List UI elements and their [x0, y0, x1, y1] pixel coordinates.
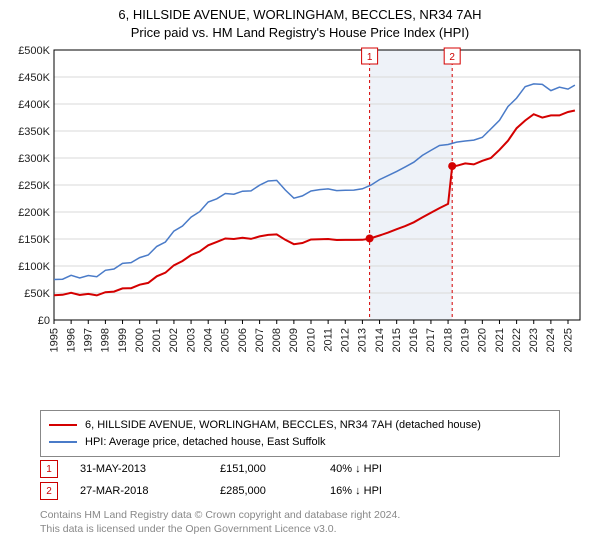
svg-text:2016: 2016 — [408, 328, 420, 352]
footer-line: Contains HM Land Registry data © Crown c… — [40, 508, 400, 522]
svg-text:1999: 1999 — [117, 328, 129, 352]
title-line-2: Price paid vs. HM Land Registry's House … — [0, 24, 600, 42]
legend-item: 6, HILLSIDE AVENUE, WORLINGHAM, BECCLES,… — [49, 417, 551, 434]
svg-text:£500K: £500K — [18, 45, 50, 57]
svg-text:2024: 2024 — [545, 328, 557, 352]
svg-text:2002: 2002 — [168, 328, 180, 352]
chart-area: £0 £50K £100K £150K £200K £250K £300K £350K £400… — [12, 44, 588, 374]
sale-date: 31-MAY-2013 — [80, 463, 220, 475]
svg-text:2013: 2013 — [357, 328, 369, 352]
sale-index-badge: 2 — [40, 482, 58, 500]
svg-text:2020: 2020 — [477, 328, 489, 352]
svg-text:2023: 2023 — [528, 328, 540, 352]
svg-text:2014: 2014 — [374, 328, 386, 352]
title-line-1: 6, HILLSIDE AVENUE, WORLINGHAM, BECCLES,… — [0, 6, 600, 24]
footer-attribution: Contains HM Land Registry data © Crown c… — [40, 508, 400, 536]
svg-text:1997: 1997 — [83, 328, 95, 352]
svg-text:£200K: £200K — [18, 207, 50, 219]
svg-text:2022: 2022 — [511, 328, 523, 352]
table-row: 2 27-MAR-2018 £285,000 16% ↓ HPI — [40, 480, 430, 502]
svg-text:2012: 2012 — [340, 328, 352, 352]
svg-text:2005: 2005 — [220, 328, 232, 352]
svg-text:£150K: £150K — [18, 234, 50, 246]
svg-text:2015: 2015 — [391, 328, 403, 352]
svg-text:2017: 2017 — [425, 328, 437, 352]
svg-text:£250K: £250K — [18, 180, 50, 192]
chart-title-block: 6, HILLSIDE AVENUE, WORLINGHAM, BECCLES,… — [0, 0, 600, 41]
sale-index-badge: 1 — [40, 460, 58, 478]
svg-text:1995: 1995 — [48, 328, 60, 352]
svg-text:2000: 2000 — [134, 328, 146, 352]
svg-text:£450K: £450K — [18, 72, 50, 84]
svg-text:2008: 2008 — [271, 328, 283, 352]
svg-text:2003: 2003 — [185, 328, 197, 352]
svg-text:£100K: £100K — [18, 261, 50, 273]
svg-text:2010: 2010 — [305, 328, 317, 352]
table-row: 1 31-MAY-2013 £151,000 40% ↓ HPI — [40, 458, 430, 480]
svg-text:2021: 2021 — [494, 328, 506, 352]
sale-pct-vs-hpi: 16% ↓ HPI — [330, 485, 430, 497]
svg-text:2019: 2019 — [460, 328, 472, 352]
sale-date: 27-MAR-2018 — [80, 485, 220, 497]
footer-line: This data is licensed under the Open Gov… — [40, 522, 400, 536]
sale-price: £285,000 — [220, 485, 330, 497]
svg-text:2009: 2009 — [288, 328, 300, 352]
svg-text:1996: 1996 — [65, 328, 77, 352]
legend-label: 6, HILLSIDE AVENUE, WORLINGHAM, BECCLES,… — [85, 417, 481, 434]
svg-text:£400K: £400K — [18, 99, 50, 111]
sale-price: £151,000 — [220, 463, 330, 475]
svg-text:£350K: £350K — [18, 126, 50, 138]
svg-text:2: 2 — [449, 52, 455, 63]
legend-item: HPI: Average price, detached house, East… — [49, 434, 551, 451]
svg-text:2004: 2004 — [203, 328, 215, 352]
legend: 6, HILLSIDE AVENUE, WORLINGHAM, BECCLES,… — [40, 410, 560, 457]
svg-text:2018: 2018 — [442, 328, 454, 352]
svg-text:2007: 2007 — [254, 328, 266, 352]
sales-table: 1 31-MAY-2013 £151,000 40% ↓ HPI 2 27-MA… — [40, 458, 430, 502]
legend-swatch — [49, 424, 77, 426]
svg-text:2011: 2011 — [322, 328, 334, 352]
svg-text:2006: 2006 — [237, 328, 249, 352]
svg-text:£50K: £50K — [24, 288, 50, 300]
svg-text:£300K: £300K — [18, 153, 50, 165]
svg-text:1998: 1998 — [100, 328, 112, 352]
legend-swatch — [49, 441, 77, 443]
svg-text:£0: £0 — [38, 315, 50, 327]
svg-text:1: 1 — [367, 52, 373, 63]
svg-text:2001: 2001 — [151, 328, 163, 352]
sale-pct-vs-hpi: 40% ↓ HPI — [330, 463, 430, 475]
svg-text:2025: 2025 — [562, 328, 574, 352]
legend-label: HPI: Average price, detached house, East… — [85, 434, 326, 451]
